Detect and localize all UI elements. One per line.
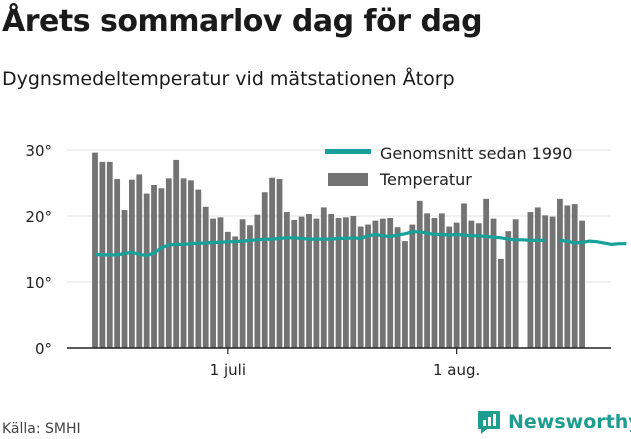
temperature-bar bbox=[195, 189, 202, 348]
temperature-bar bbox=[461, 203, 467, 348]
temperature-bar bbox=[564, 205, 571, 348]
temperature-bar bbox=[269, 177, 276, 348]
temperature-bar bbox=[394, 227, 401, 348]
temperature-bar bbox=[328, 214, 335, 348]
y-tick-label: 0° bbox=[35, 340, 52, 358]
x-tick-label: 1 aug. bbox=[433, 361, 480, 379]
temperature-bar bbox=[343, 217, 349, 348]
temperature-bar bbox=[261, 192, 268, 348]
temperature-bar bbox=[232, 236, 239, 348]
temperature-bar bbox=[557, 198, 563, 348]
temperature-bar bbox=[490, 218, 497, 348]
x-tick-label: 1 juli bbox=[210, 361, 246, 379]
temperature-bar bbox=[402, 241, 408, 348]
temperature-bar bbox=[387, 217, 394, 348]
y-tick-label: 30° bbox=[25, 142, 52, 160]
y-tick-label: 10° bbox=[25, 274, 52, 292]
temperature-bar bbox=[571, 204, 578, 348]
temperature-bar bbox=[92, 152, 98, 348]
temperature-bar bbox=[549, 216, 556, 348]
temperature-bar bbox=[424, 213, 430, 348]
temperature-bar bbox=[180, 178, 187, 348]
legend-label-temperature: Temperatur bbox=[379, 170, 472, 189]
temperature-bar bbox=[365, 224, 371, 348]
temperature-bar bbox=[143, 193, 150, 348]
temperature-bar bbox=[350, 216, 357, 348]
temperature-bar bbox=[291, 219, 298, 348]
temperature-bar bbox=[298, 216, 305, 348]
temperature-bar bbox=[136, 174, 143, 348]
temperature-bar bbox=[188, 180, 194, 348]
temperature-bar bbox=[438, 213, 445, 348]
brand-name: Newsworthy bbox=[508, 411, 631, 433]
temperature-bar bbox=[534, 207, 541, 348]
legend-line-swatch bbox=[325, 149, 371, 154]
temperature-bar bbox=[483, 198, 490, 348]
newsworthy-logo[interactable]: Newsworthy bbox=[476, 409, 631, 435]
temperature-bar bbox=[505, 231, 512, 348]
average-line bbox=[94, 230, 546, 258]
legend: Genomsnitt sedan 1990 Temperatur bbox=[325, 144, 572, 189]
source-note: Källa: SMHI bbox=[2, 421, 81, 437]
temperature-bar bbox=[129, 179, 135, 348]
temperature-bar bbox=[320, 207, 327, 348]
y-tick-label: 20° bbox=[25, 208, 52, 226]
temperature-bar bbox=[512, 219, 519, 348]
temperature-bar bbox=[239, 219, 246, 348]
temperature-bar bbox=[379, 218, 386, 348]
temperature-bar bbox=[283, 212, 290, 348]
temperature-bar bbox=[357, 226, 364, 348]
temperature-bar bbox=[416, 200, 423, 348]
temperature-bar bbox=[498, 258, 504, 348]
temperature-bar bbox=[217, 217, 224, 348]
legend-label-average: Genomsnitt sedan 1990 bbox=[380, 144, 572, 163]
temperature-bar bbox=[475, 223, 482, 348]
average-line bbox=[559, 238, 627, 246]
temperature-bar bbox=[409, 224, 416, 348]
temperature-bar bbox=[173, 159, 180, 348]
temperature-bar bbox=[468, 220, 475, 348]
temperature-bar bbox=[254, 214, 261, 348]
temperature-bar bbox=[313, 218, 320, 348]
newsworthy-icon bbox=[478, 411, 500, 434]
temperature-bar bbox=[453, 222, 460, 348]
temperature-bar bbox=[542, 215, 549, 348]
chart-subtitle: Dygnsmedeltemperatur vid mätstationen Åt… bbox=[2, 68, 455, 90]
temperature-bar bbox=[202, 206, 209, 348]
temperature-bar bbox=[335, 217, 342, 348]
temperature-bar bbox=[431, 217, 438, 348]
temperature-bar bbox=[121, 210, 128, 348]
temperature-bar bbox=[165, 178, 172, 348]
temperature-bar bbox=[210, 218, 216, 348]
temperature-bar bbox=[446, 226, 453, 348]
temperature-bar bbox=[306, 214, 312, 348]
temperature-bar bbox=[151, 184, 157, 348]
temperature-bar bbox=[247, 225, 253, 348]
temperature-bar bbox=[158, 188, 165, 348]
temperature-bar bbox=[372, 220, 379, 348]
temperature-bar bbox=[579, 220, 585, 348]
temperature-bar bbox=[276, 179, 283, 348]
temperature-bar bbox=[527, 212, 534, 348]
temperature-bar bbox=[224, 231, 231, 348]
chart-title: Årets sommarlov dag för dag bbox=[2, 4, 483, 39]
temperature-bar bbox=[114, 179, 121, 348]
legend-bar-swatch bbox=[328, 173, 368, 186]
